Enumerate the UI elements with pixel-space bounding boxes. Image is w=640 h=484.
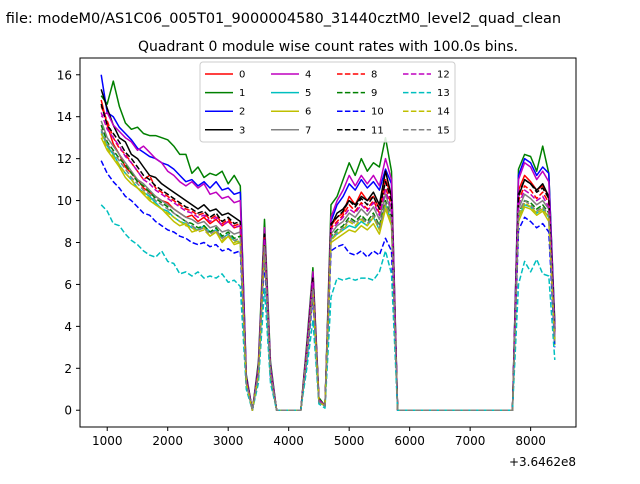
y-tick-label: 8 — [64, 236, 72, 250]
series-line-7 — [100, 120, 556, 411]
y-tick-label: 16 — [57, 68, 72, 82]
y-tick-label: 12 — [57, 152, 72, 166]
legend-label-7: 7 — [305, 125, 311, 136]
y-tick-label: 0 — [64, 404, 72, 418]
legend-label-13: 13 — [437, 88, 450, 99]
figure-suptitle: n file: modeM0/AS1C06_005T01_9000004580_… — [0, 11, 561, 27]
series-line-6 — [100, 137, 556, 411]
series-line-9 — [100, 124, 556, 411]
y-tick-label: 14 — [57, 110, 72, 124]
y-tick-label: 10 — [57, 194, 72, 208]
legend-label-0: 0 — [239, 70, 245, 81]
x-tick-label: 1000 — [92, 434, 123, 448]
y-tick-label: 2 — [64, 362, 72, 376]
legend-box — [199, 61, 456, 143]
series-line-15 — [100, 129, 556, 411]
x-tick-label: 3000 — [213, 434, 244, 448]
legend-label-2: 2 — [239, 107, 245, 118]
legend-label-4: 4 — [305, 70, 311, 81]
y-tick-label: 4 — [64, 320, 72, 334]
y-axis: 0 2 4 6 8 10 12 14 16 — [57, 68, 80, 418]
series-line-0 — [100, 99, 556, 411]
legend-label-3: 3 — [239, 125, 245, 136]
legend-label-1: 1 — [239, 88, 245, 99]
legend-label-15: 15 — [437, 125, 450, 136]
x-axis: 1000 2000 3000 4000 5000 6000 7000 8000 — [92, 427, 546, 448]
series-line-14 — [100, 133, 556, 411]
legend-label-5: 5 — [305, 88, 311, 99]
x-tick-label: 5000 — [334, 434, 365, 448]
y-tick-label: 6 — [64, 278, 72, 292]
chart-title: Quadrant 0 module wise count rates with … — [138, 39, 518, 55]
x-tick-label: 7000 — [455, 434, 486, 448]
x-tick-label: 6000 — [394, 434, 425, 448]
legend-label-9: 9 — [371, 88, 377, 99]
series-line-5 — [100, 131, 556, 411]
legend-label-8: 8 — [371, 70, 377, 81]
x-tick-label: 4000 — [273, 434, 304, 448]
x-tick-label: 2000 — [152, 434, 183, 448]
series-line-8 — [100, 105, 556, 411]
legend-label-12: 12 — [437, 70, 450, 81]
x-tick-label: 8000 — [515, 434, 546, 448]
legend-label-11: 11 — [371, 125, 384, 136]
x-offset-label: +3.6462e8 — [509, 455, 576, 469]
legend-label-6: 6 — [305, 107, 311, 118]
series-lines — [100, 74, 556, 411]
legend-label-14: 14 — [437, 107, 450, 118]
series-line-11 — [100, 103, 556, 411]
legend-label-10: 10 — [371, 107, 384, 118]
